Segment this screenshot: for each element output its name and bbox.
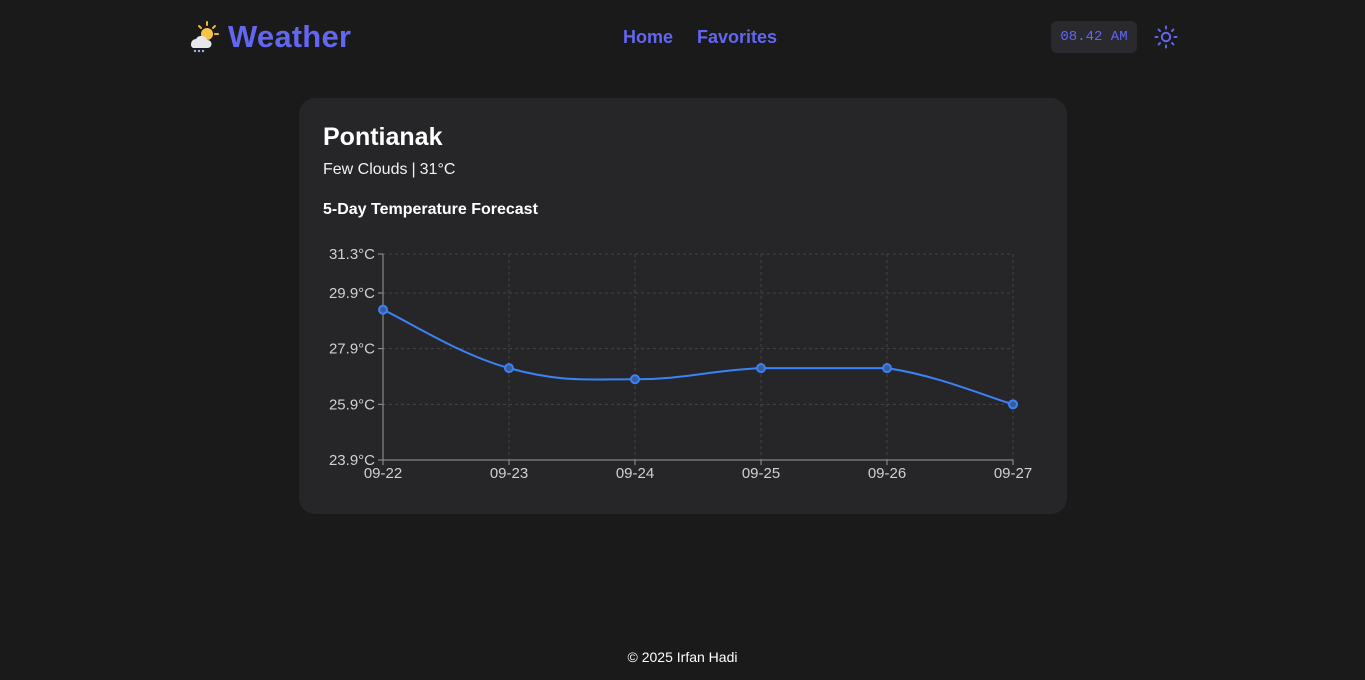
y-tick-label: 23.9°C <box>329 452 375 469</box>
city-name: Pontianak <box>323 123 443 151</box>
x-tick-label: 09-24 <box>616 465 654 482</box>
data-point <box>504 363 514 374</box>
temperature-forecast-chart: 31.3°C 29.9°C 27.9°C 25.9°C 23.9°C09-22 09-23… <box>329 246 1032 482</box>
footer-copyright: © 2025 Irfan Hadi <box>627 649 738 665</box>
nav-favorites-link[interactable]: Favorites <box>697 27 778 47</box>
header: Weather Home Favorites 08.42 AM <box>0 0 1365 74</box>
x-tick-label: 09-23 <box>490 465 528 482</box>
data-point <box>630 374 640 385</box>
main-nav: Home Favorites <box>623 25 777 49</box>
y-tick-label: 31.3°C <box>329 246 375 263</box>
weather-card: Pontianak Few Clouds | 31°C 5-Day Temper… <box>299 98 1067 514</box>
brand[interactable]: Weather <box>186 18 351 56</box>
current-conditions: Few Clouds | 31°C <box>323 160 455 180</box>
x-tick-label: 09-25 <box>742 465 780 482</box>
nav-home-link[interactable]: Home <box>623 27 674 47</box>
sun-icon <box>1154 25 1178 49</box>
x-tick-label: 09-22 <box>364 465 402 482</box>
clock-display: 08.42 AM <box>1051 21 1137 53</box>
weather-description: Few Clouds <box>323 161 408 178</box>
data-point <box>378 304 388 315</box>
x-tick-label: 09-27 <box>994 465 1032 482</box>
conditions-separator: | <box>411 161 416 178</box>
data-point <box>882 363 892 374</box>
y-tick-label: 29.9°C <box>329 285 375 302</box>
data-point <box>756 363 766 374</box>
forecast-title: 5-Day Temperature Forecast <box>323 201 538 218</box>
y-tick-label: 27.9°C <box>329 341 375 358</box>
current-temperature: 31°C <box>419 161 456 178</box>
y-tick-label: 25.9°C <box>329 396 375 413</box>
data-point <box>1008 399 1018 410</box>
x-tick-label: 09-26 <box>868 465 906 482</box>
theme-toggle-button[interactable] <box>1153 24 1179 50</box>
app-title: Weather <box>228 19 352 54</box>
temperature-series-line <box>382 308 1014 406</box>
sun-behind-rain-cloud-icon <box>190 21 219 53</box>
